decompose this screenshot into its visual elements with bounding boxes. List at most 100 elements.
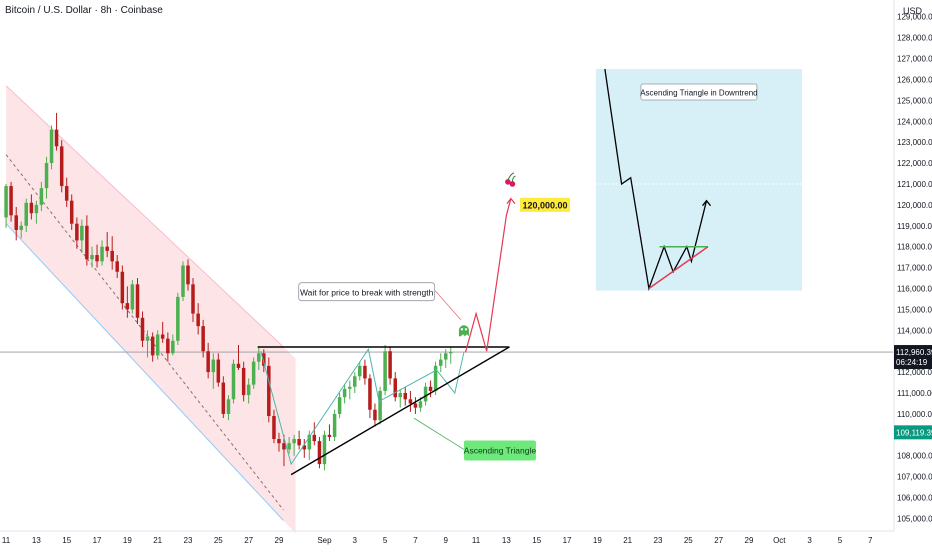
candle-body: [115, 261, 119, 272]
candle-body: [166, 338, 170, 354]
candle-body: [408, 399, 413, 404]
candle-body: [383, 351, 387, 391]
candle-body: [24, 202, 28, 226]
candle-body: [14, 215, 18, 230]
target-price-label: 120,000.00: [520, 197, 571, 212]
y-tick-label: 128,000.00: [897, 34, 932, 43]
x-tick-label: 15: [532, 536, 541, 545]
y-tick-label: 116,000.00: [897, 284, 932, 293]
candle-body: [19, 225, 23, 230]
candle-body: [393, 378, 398, 398]
candle-body: [44, 163, 49, 189]
y-tick-label: 106,000.00: [897, 494, 932, 503]
y-tick-label: 114,000.00: [897, 326, 932, 335]
candle-body: [246, 384, 251, 396]
x-tick-label: 5: [383, 536, 388, 545]
pattern-pointer: [413, 417, 465, 450]
candle-body: [171, 340, 175, 354]
candle-body: [443, 353, 448, 360]
candle-body: [176, 296, 180, 341]
target-value: 120,000.00: [523, 200, 568, 210]
secondary-price-value: 109,119.39: [896, 428, 932, 437]
x-tick-label: 3: [807, 536, 812, 545]
x-tick-label: 7: [868, 536, 873, 545]
x-tick-label: 3: [353, 536, 358, 545]
candle-body: [287, 443, 291, 450]
cherry-icon: [509, 181, 516, 187]
candle-body: [433, 365, 438, 391]
candle-body: [160, 334, 165, 339]
candle-body: [302, 445, 307, 450]
cherry-stem: [507, 172, 516, 182]
candle-body: [358, 365, 362, 377]
candle-body: [201, 326, 205, 352]
candle-body: [85, 225, 89, 260]
candle-body: [241, 367, 246, 396]
candle-body: [49, 129, 54, 164]
callout-pointer: [434, 290, 462, 321]
x-tick-label: 25: [684, 536, 693, 545]
x-tick-label: 27: [244, 536, 253, 545]
x-tick-label: 29: [275, 536, 284, 545]
candle-body: [34, 204, 39, 214]
candle-body: [312, 434, 317, 442]
candle-body: [54, 129, 59, 147]
candle-body: [69, 200, 74, 224]
x-tick-label: 5: [838, 536, 843, 545]
candle-body: [373, 409, 377, 421]
candle-body: [403, 393, 408, 400]
zigzag-line: [260, 347, 465, 466]
candle-body: [297, 439, 301, 446]
bar-countdown: 06:24:19: [896, 358, 928, 367]
ghost-eye: [464, 328, 468, 331]
candle-body: [388, 351, 392, 379]
y-tick-label: 110,000.00: [897, 410, 932, 419]
candle-body: [206, 351, 210, 373]
candle-body: [398, 393, 403, 398]
candle-body: [368, 378, 372, 410]
candle-body: [75, 223, 79, 241]
currency-label: USD: [902, 6, 922, 16]
x-tick-label: Sep: [317, 536, 332, 545]
ghost-icon: [458, 325, 469, 337]
candle-body: [145, 336, 150, 341]
x-tick-label: Oct: [773, 536, 786, 545]
projection-curve: [464, 198, 512, 353]
support-line: [290, 346, 510, 476]
candle-body: [363, 365, 367, 379]
candle-body: [317, 441, 322, 465]
candle-body: [337, 397, 342, 414]
candle-body: [428, 386, 433, 391]
y-tick-label: 125,000.00: [897, 96, 932, 105]
y-tick-label: 105,000.00: [897, 514, 932, 523]
candle-body: [59, 146, 64, 187]
candle-body: [221, 382, 226, 414]
candle-body: [39, 188, 44, 205]
candle-body: [64, 186, 69, 201]
current-price-badge-bg: [894, 345, 932, 370]
candle-body: [448, 352, 453, 354]
candle-body: [378, 390, 382, 421]
y-tick-label: 120,000.00: [897, 201, 932, 210]
inset-title: Ascending Triangle in Downtrend: [640, 83, 758, 101]
secondary-price-badge-bg: [894, 425, 932, 440]
target-badge-bg: [520, 197, 571, 212]
candle-body: [327, 434, 332, 437]
secondary-price-badge: 109,119.39: [894, 425, 932, 440]
x-tick-label: 21: [153, 536, 162, 545]
inset-arrowhead: [702, 199, 712, 207]
candle-body: [226, 399, 231, 414]
candle-body: [348, 386, 352, 389]
x-tick-label: 11: [2, 536, 11, 545]
candle-body: [120, 271, 125, 304]
candle-body: [251, 361, 256, 385]
x-tick-label: 17: [93, 536, 102, 545]
y-tick-label: 127,000.00: [897, 55, 932, 64]
channel-top-line: [5, 85, 284, 348]
x-tick-label: 13: [502, 536, 511, 545]
candle-body: [322, 434, 327, 465]
candle-body: [418, 401, 423, 408]
